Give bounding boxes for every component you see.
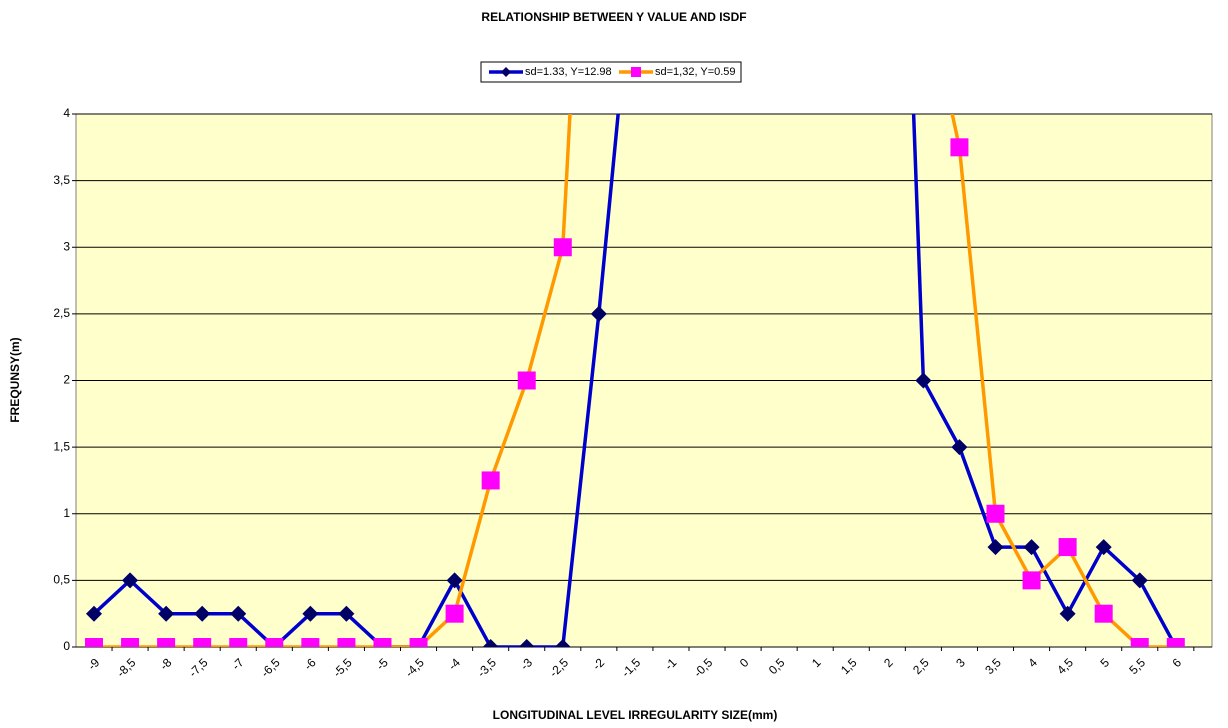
x-tick-label: -3,5 bbox=[474, 655, 499, 680]
y-tick-label: 0,5 bbox=[53, 573, 70, 587]
x-tick-label: -9 bbox=[85, 655, 103, 673]
x-tick-label: -7,5 bbox=[186, 655, 211, 680]
series-layer bbox=[85, 114, 1185, 647]
y-tick-label: 1,5 bbox=[53, 439, 70, 453]
x-tick-label: -4,5 bbox=[402, 655, 427, 680]
marker bbox=[193, 638, 212, 647]
marker bbox=[517, 371, 536, 390]
marker bbox=[302, 605, 319, 622]
x-axis-title: LONGITUDINAL LEVEL IRREGULARITY SIZE(mm) bbox=[493, 708, 778, 722]
marker bbox=[446, 572, 463, 589]
marker bbox=[1130, 638, 1149, 647]
marker bbox=[121, 638, 140, 647]
marker bbox=[950, 138, 969, 157]
x-tick-label: 5 bbox=[1097, 655, 1112, 670]
x-tick-label: -8 bbox=[157, 655, 175, 673]
legend-marker bbox=[631, 67, 641, 77]
x-tick-label: -5,5 bbox=[330, 655, 355, 680]
marker bbox=[157, 638, 176, 647]
y-tick-label: 4 bbox=[63, 106, 70, 120]
marker bbox=[1022, 571, 1041, 590]
legend-label: sd=1,32, Y=0.59 bbox=[655, 66, 736, 78]
marker bbox=[1059, 605, 1076, 622]
x-tick-label: -8,5 bbox=[114, 655, 139, 680]
chart-title: RELATIONSHIP BETWEEN Y VALUE AND ISDF bbox=[481, 10, 746, 24]
legend-label: sd=1.33, Y=12.98 bbox=[525, 66, 612, 78]
x-tick-label: -5 bbox=[373, 655, 391, 673]
marker bbox=[409, 638, 428, 647]
x-tick-label: -3 bbox=[518, 655, 536, 673]
marker bbox=[338, 605, 355, 622]
marker bbox=[951, 439, 968, 456]
marker bbox=[1095, 539, 1112, 556]
x-tick-label: 6 bbox=[1170, 655, 1185, 670]
x-tick-label: 5,5 bbox=[1126, 655, 1148, 677]
marker bbox=[373, 638, 392, 647]
x-tick-label: 2 bbox=[881, 655, 896, 670]
marker bbox=[122, 572, 139, 589]
y-axis-title: FREQUNSY(m) bbox=[8, 337, 22, 422]
marker bbox=[445, 604, 464, 623]
marker bbox=[986, 504, 1005, 523]
y-tick-label: 2,5 bbox=[53, 306, 70, 320]
x-tick-label: -7 bbox=[229, 655, 247, 673]
marker bbox=[265, 638, 284, 647]
y-tick-label: 0 bbox=[63, 639, 70, 653]
x-tick-label: -1 bbox=[662, 655, 680, 673]
marker bbox=[1094, 604, 1113, 623]
marker bbox=[482, 639, 499, 647]
x-tick-label: 3,5 bbox=[982, 655, 1004, 677]
marker bbox=[481, 471, 500, 490]
x-tick-label: -6 bbox=[301, 655, 319, 673]
x-tick-label: 1 bbox=[809, 655, 824, 670]
marker bbox=[1023, 539, 1040, 556]
x-tick-label: 2,5 bbox=[910, 655, 932, 677]
legend bbox=[480, 61, 742, 83]
x-tick-label: 4,5 bbox=[1054, 655, 1076, 677]
x-tick-label: -0,5 bbox=[691, 655, 716, 680]
marker bbox=[301, 638, 320, 647]
marker bbox=[590, 305, 607, 322]
marker bbox=[518, 639, 535, 647]
marker bbox=[194, 605, 211, 622]
x-tick-label: -4 bbox=[446, 655, 464, 673]
marker bbox=[85, 638, 103, 647]
marker bbox=[158, 605, 175, 622]
x-tick-label: -1,5 bbox=[619, 655, 644, 680]
marker bbox=[337, 638, 356, 647]
marker bbox=[915, 372, 932, 389]
marker bbox=[987, 539, 1004, 556]
x-tick-label: 3 bbox=[953, 655, 968, 670]
marker bbox=[553, 238, 572, 257]
y-tick-label: 1 bbox=[63, 506, 70, 520]
x-tick-label: -2,5 bbox=[547, 655, 572, 680]
marker bbox=[230, 605, 247, 622]
x-tick-label: -2 bbox=[590, 655, 608, 673]
legend-marker bbox=[501, 67, 511, 77]
marker bbox=[1131, 572, 1148, 589]
x-tick-label: 4 bbox=[1025, 655, 1040, 670]
x-tick-label: -6,5 bbox=[258, 655, 283, 680]
x-tick-label: 0 bbox=[737, 655, 752, 670]
marker bbox=[229, 638, 248, 647]
y-tick-label: 3,5 bbox=[53, 173, 70, 187]
marker bbox=[1166, 638, 1185, 647]
x-tick-label: 1,5 bbox=[838, 655, 860, 677]
marker bbox=[1058, 538, 1077, 557]
x-tick-label: 0,5 bbox=[766, 655, 788, 677]
marker bbox=[554, 639, 571, 647]
y-tick-label: 3 bbox=[63, 239, 70, 253]
y-tick-label: 2 bbox=[63, 373, 70, 387]
marker bbox=[86, 605, 102, 622]
